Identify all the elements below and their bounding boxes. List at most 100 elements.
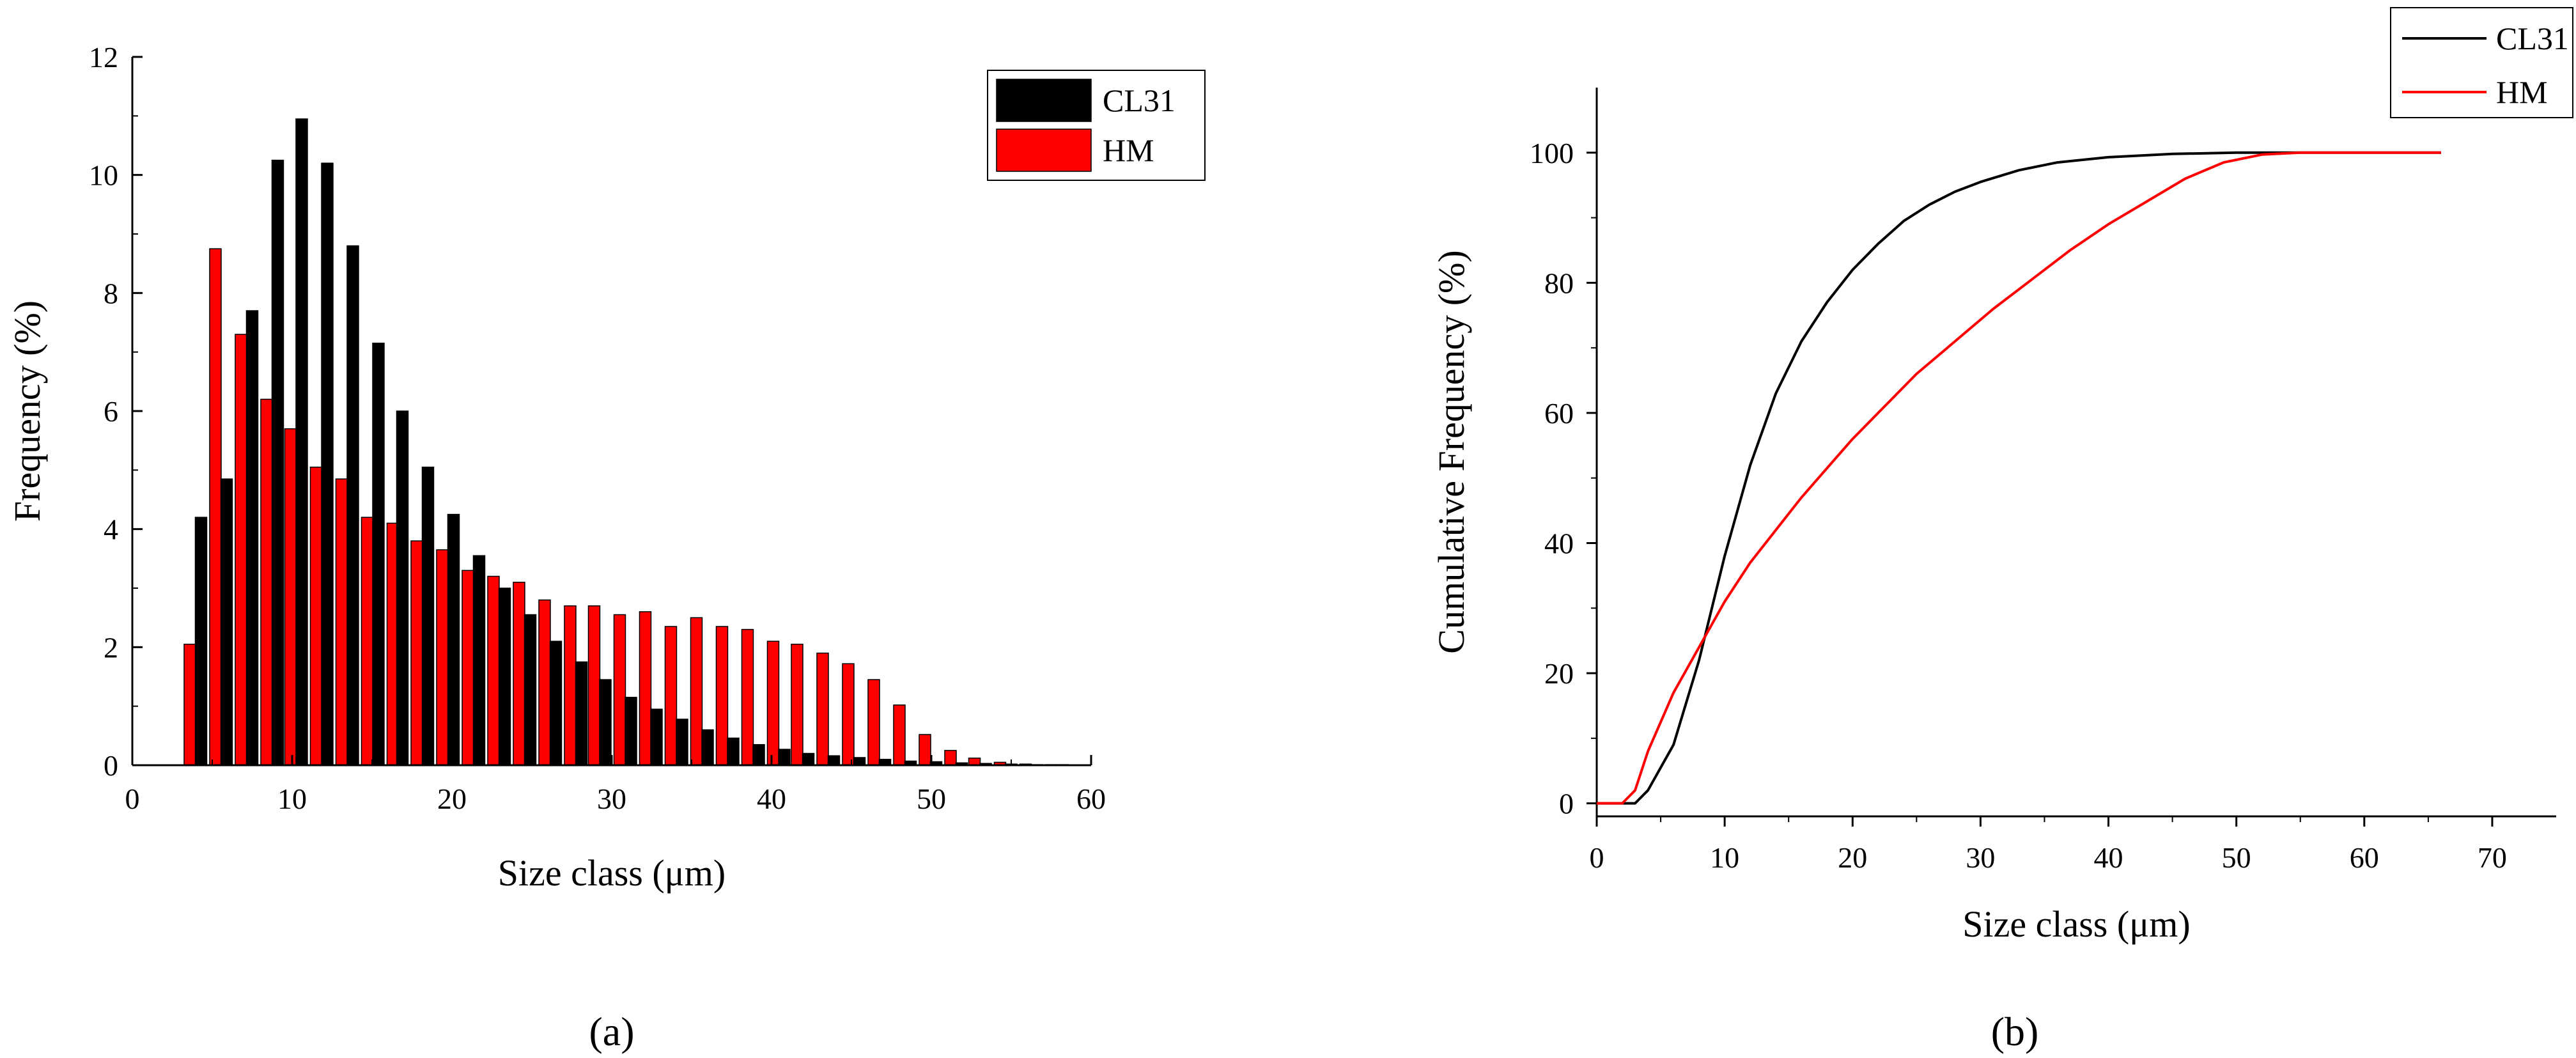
y-tick-label: 60 xyxy=(1544,397,1574,430)
y-axis-label: Frequency (%) xyxy=(6,300,48,522)
legend-label-cl31: CL31 xyxy=(2496,20,2569,56)
series-hm xyxy=(183,248,1058,766)
x-tick-label: 20 xyxy=(437,782,467,815)
y-tick-label: 2 xyxy=(104,631,118,664)
bar-hm-15 xyxy=(564,605,577,766)
y-tick-label: 0 xyxy=(104,749,118,782)
bar-hm-27 xyxy=(867,679,880,766)
bar-cl31-16 xyxy=(599,679,612,766)
chart-a: 0 10 20 30 40 50 60 0 2 4 6 8 10 12 Size class (μm) Fre… xyxy=(6,41,1206,1054)
bar-hm-20 xyxy=(690,617,703,766)
bar-cl31-9 xyxy=(421,466,435,766)
bar-cl31-4 xyxy=(295,118,308,766)
bar-hm-26 xyxy=(842,663,855,766)
legend-label-hm: HM xyxy=(1103,132,1154,168)
legend-label-hm: HM xyxy=(2496,74,2548,110)
line-cl31 xyxy=(1597,151,2441,805)
legend-swatch-cl31 xyxy=(996,79,1092,122)
series-cl31 xyxy=(194,118,1069,766)
bar-cl31-17 xyxy=(625,697,637,766)
bar-cl31-12 xyxy=(498,587,511,766)
bar-hm-18 xyxy=(639,611,652,766)
y-tick-label: 40 xyxy=(1544,527,1574,560)
y-tick-label: 6 xyxy=(104,395,118,428)
bar-hm-10 xyxy=(436,549,449,766)
bar-hm-3 xyxy=(260,398,273,766)
chart-b: 0 10 20 30 40 50 60 70 0 20 40 60 80 100 Size class (μ… xyxy=(1431,7,2573,1054)
bar-hm-31 xyxy=(968,758,981,766)
bar-cl31-13 xyxy=(524,614,537,766)
panel-label-b: (b) xyxy=(1991,1009,2039,1054)
bar-cl31-6 xyxy=(346,245,359,766)
y-tick-label: 100 xyxy=(1530,137,1574,169)
bar-hm-21 xyxy=(715,626,729,766)
bar-hm-12 xyxy=(487,575,500,766)
bar-cl31-23 xyxy=(778,749,791,766)
y-tick-label: 20 xyxy=(1544,657,1574,690)
x-tick-label: 20 xyxy=(1838,841,1867,874)
bar-hm-25 xyxy=(816,652,829,766)
x-axis-label: Size class (μm) xyxy=(1962,903,2190,945)
bar-cl31-5 xyxy=(321,162,334,766)
bar-hm-24 xyxy=(791,643,803,766)
x-tick-label: 30 xyxy=(597,782,626,815)
x-tick-label: 40 xyxy=(2094,841,2123,874)
bar-cl31-26 xyxy=(853,757,866,766)
bar-cl31-2 xyxy=(245,310,259,766)
bar-hm-28 xyxy=(893,704,906,766)
bar-hm-23 xyxy=(766,641,780,766)
legend-swatch-hm xyxy=(996,128,1092,172)
x-tick-label: 60 xyxy=(1076,782,1106,815)
bar-cl31-25 xyxy=(827,755,841,766)
bar-cl31-1 xyxy=(220,478,233,766)
bar-hm-7 xyxy=(361,517,374,766)
bar-hm-5 xyxy=(309,466,323,766)
bar-cl31-15 xyxy=(575,661,588,766)
bar-cl31-14 xyxy=(549,641,563,766)
y-tick-label: 80 xyxy=(1544,267,1574,299)
bar-hm-29 xyxy=(919,734,931,766)
x-tick-label: 60 xyxy=(2350,841,2379,874)
bar-hm-9 xyxy=(410,540,423,766)
bar-cl31-19 xyxy=(676,719,688,766)
x-tick-label: 10 xyxy=(1710,841,1739,874)
x-tick-label: 0 xyxy=(1590,841,1604,874)
bar-hm-19 xyxy=(664,626,678,766)
bar-cl31-18 xyxy=(650,708,663,766)
bar-hm-6 xyxy=(335,478,348,766)
x-tick-label: 10 xyxy=(277,782,307,815)
x-tick-label: 50 xyxy=(917,782,946,815)
bar-hm-30 xyxy=(944,750,957,766)
x-tick-label: 40 xyxy=(757,782,786,815)
y-tick-label: 4 xyxy=(104,513,118,546)
legend-box xyxy=(2390,7,2573,118)
x-tick-label: 70 xyxy=(2478,841,2507,874)
bar-cl31-0 xyxy=(194,517,208,766)
line-hm xyxy=(1597,151,2441,805)
bar-cl31-21 xyxy=(727,737,740,766)
bar-hm-14 xyxy=(538,599,551,766)
bar-hm-13 xyxy=(513,582,525,766)
x-tick-label: 50 xyxy=(2222,841,2251,874)
y-tick-label: 8 xyxy=(104,277,118,309)
x-axis-label: Size class (μm) xyxy=(498,852,725,894)
y-tick-label: 10 xyxy=(89,159,118,192)
bar-cl31-8 xyxy=(396,410,409,766)
y-tick-label: 12 xyxy=(89,41,118,74)
bar-hm-1 xyxy=(209,248,222,766)
bar-hm-2 xyxy=(235,334,247,766)
bar-hm-11 xyxy=(462,570,474,766)
bar-cl31-11 xyxy=(472,555,486,766)
bar-cl31-22 xyxy=(752,743,765,766)
bar-cl31-3 xyxy=(271,159,284,766)
legend-label-cl31: CL31 xyxy=(1103,82,1175,118)
x-tick-label: 30 xyxy=(1966,841,1995,874)
bar-hm-0 xyxy=(183,643,196,766)
panel-label-a: (a) xyxy=(589,1009,634,1054)
y-tick-label: 0 xyxy=(1559,788,1574,820)
x-tick-label: 0 xyxy=(125,782,140,815)
bar-hm-22 xyxy=(741,628,754,766)
bar-cl31-7 xyxy=(372,343,385,766)
